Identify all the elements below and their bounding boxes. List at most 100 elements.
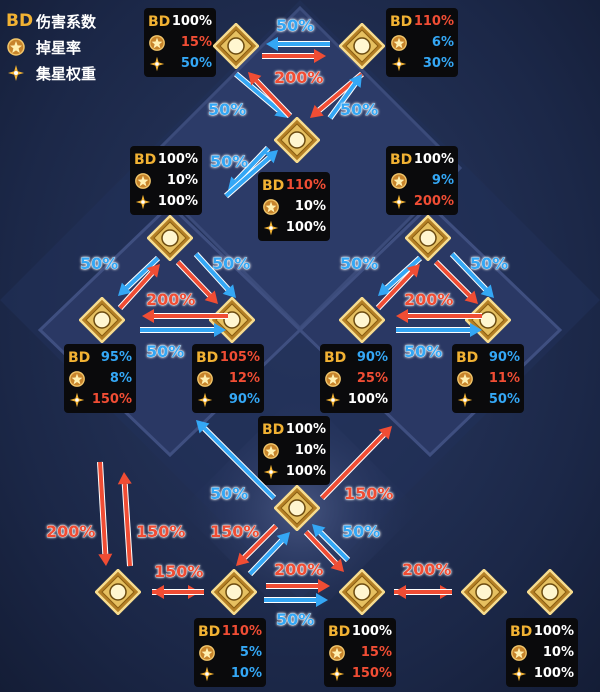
star-gather-icon bbox=[198, 665, 216, 683]
star-drop-icon bbox=[196, 370, 214, 388]
affinity-arrow bbox=[175, 259, 218, 304]
star-drop-icon bbox=[68, 370, 86, 388]
percent-label: 150% bbox=[210, 522, 260, 542]
gather-value: 150% bbox=[351, 666, 392, 681]
star-drop-icon bbox=[324, 370, 342, 388]
stat-card-rider: BD 100% 9% 200% bbox=[386, 146, 458, 215]
bd-label: BD bbox=[456, 349, 479, 366]
percent-label: 50% bbox=[470, 254, 509, 274]
star-drop-icon bbox=[456, 370, 474, 388]
affinity-arrow bbox=[266, 37, 330, 51]
percent-label: 200% bbox=[274, 68, 324, 88]
saber-right-icon bbox=[338, 22, 386, 70]
star-gather-icon bbox=[134, 193, 152, 211]
affinity-arrow bbox=[118, 255, 161, 296]
gather-value: 90% bbox=[228, 392, 260, 407]
bd-value: 95% bbox=[100, 350, 132, 365]
star-drop-icon bbox=[390, 34, 408, 52]
ruler-icon bbox=[273, 116, 321, 164]
stat-card-ruler: BD 110% 10% 100% bbox=[258, 172, 330, 241]
percent-label: 50% bbox=[146, 342, 185, 362]
star-drop-icon bbox=[328, 644, 346, 662]
drop-value: 10% bbox=[166, 173, 198, 188]
stat-card-saber-right: BD 110% 6% 30% bbox=[386, 8, 458, 77]
bd-label: BD bbox=[134, 151, 157, 168]
star-drop-icon bbox=[262, 198, 280, 216]
drop-value: 8% bbox=[109, 371, 132, 386]
gather-value: 50% bbox=[488, 392, 520, 407]
star-drop-icon bbox=[134, 172, 152, 190]
stat-card-berserker: BD 100% 10% 100% bbox=[258, 416, 330, 485]
bd-value: 110% bbox=[221, 624, 262, 639]
affinity-arrow bbox=[236, 523, 279, 566]
legend-damage-label: 伤害系数 bbox=[36, 12, 97, 31]
bd-label: BD bbox=[262, 177, 285, 194]
star-drop-icon bbox=[148, 34, 166, 52]
bd-label: BD bbox=[148, 13, 171, 30]
bd-label: BD bbox=[390, 13, 413, 30]
stat-card-caster: BD 90% 11% 50% bbox=[452, 344, 524, 413]
percent-label: 200% bbox=[146, 290, 196, 310]
percent-label: 50% bbox=[342, 522, 381, 542]
rider-icon bbox=[404, 214, 452, 262]
bd-label: BD bbox=[390, 151, 413, 168]
affinity-arrow bbox=[396, 323, 482, 337]
star-drop-icon bbox=[262, 442, 280, 460]
archer-icon bbox=[78, 296, 126, 344]
bd-value: 110% bbox=[413, 14, 454, 29]
percent-label: 200% bbox=[46, 522, 96, 542]
foreigner-alt-icon bbox=[460, 568, 508, 616]
percent-label: 150% bbox=[344, 484, 394, 504]
affinity-arrow bbox=[247, 532, 290, 577]
drop-value: 10% bbox=[294, 443, 326, 458]
affinity-arrow bbox=[97, 461, 113, 566]
gather-value: 150% bbox=[91, 392, 132, 407]
bd-value: 100% bbox=[351, 624, 392, 639]
gather-value: 100% bbox=[285, 464, 326, 479]
affinity-arrow bbox=[140, 323, 226, 337]
percent-label: 150% bbox=[154, 562, 204, 582]
affinity-arrow bbox=[449, 251, 494, 298]
legend: BD 伤害系数 掉星率 集星权重 bbox=[6, 8, 96, 86]
bd-label: BD bbox=[262, 421, 285, 438]
beast-left-icon bbox=[94, 568, 142, 616]
stat-card-saber: BD 100% 10% 100% bbox=[130, 146, 202, 215]
berserker-icon bbox=[273, 484, 321, 532]
gather-value: 100% bbox=[347, 392, 388, 407]
saber-left-icon bbox=[212, 22, 260, 70]
assassin-icon bbox=[338, 296, 386, 344]
percent-label: 50% bbox=[340, 100, 379, 120]
percent-label: 200% bbox=[404, 290, 454, 310]
bd-value: 100% bbox=[171, 14, 212, 29]
percent-label: 50% bbox=[210, 484, 249, 504]
gather-value: 30% bbox=[422, 56, 454, 71]
percent-label: 50% bbox=[80, 254, 119, 274]
percent-label: 50% bbox=[276, 16, 315, 36]
affinity-arrow bbox=[394, 585, 452, 599]
affinity-arrow bbox=[266, 579, 330, 593]
beast-icon bbox=[210, 568, 258, 616]
affinity-arrow bbox=[378, 255, 423, 296]
percent-label: 50% bbox=[210, 152, 249, 172]
affinity-arrow bbox=[193, 251, 236, 298]
drop-value: 9% bbox=[431, 173, 454, 188]
star-gather-icon bbox=[68, 391, 86, 409]
stat-card-beast: BD 110% 5% 10% bbox=[194, 618, 266, 687]
star-drop-icon bbox=[198, 644, 216, 662]
affinity-arrow bbox=[262, 49, 326, 63]
percent-label: 50% bbox=[404, 342, 443, 362]
star-gather-icon bbox=[262, 219, 280, 237]
bd-value: 100% bbox=[533, 624, 574, 639]
star-gather-icon bbox=[262, 463, 280, 481]
affinity-arrow bbox=[142, 309, 228, 323]
legend-drop-label: 掉星率 bbox=[36, 38, 82, 57]
percent-label: 50% bbox=[340, 254, 379, 274]
gather-value: 200% bbox=[413, 194, 454, 209]
stat-card-archer: BD 95% 8% 150% bbox=[64, 344, 136, 413]
bd-value: 105% bbox=[219, 350, 260, 365]
affinity-arrow bbox=[312, 524, 351, 563]
star-drop-icon bbox=[510, 644, 528, 662]
drop-value: 15% bbox=[180, 35, 212, 50]
bd-label: BD bbox=[328, 623, 351, 640]
star-gather-icon bbox=[390, 55, 408, 73]
